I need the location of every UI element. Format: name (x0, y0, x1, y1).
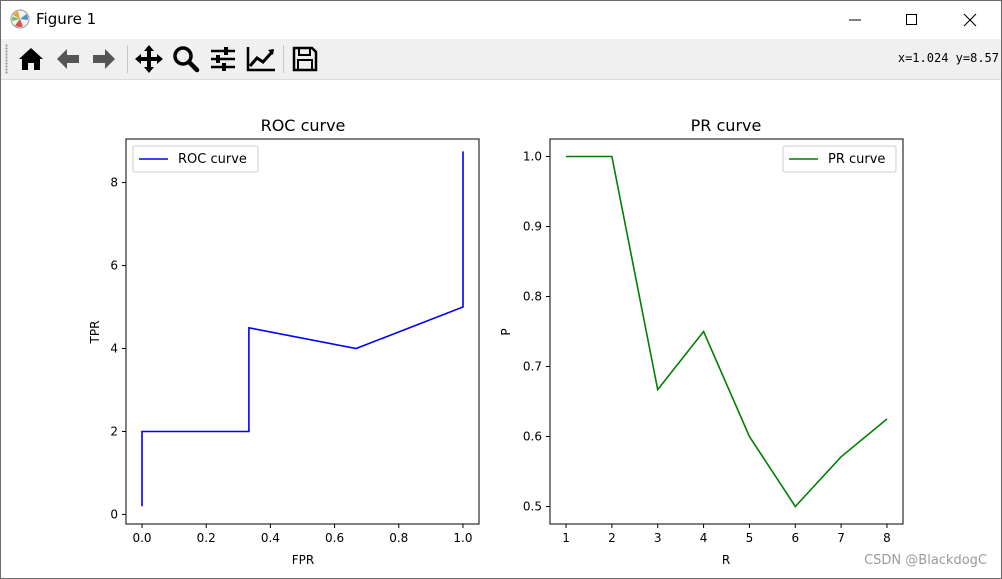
roc-xtick-label: 0.4 (261, 531, 280, 545)
navigation-toolbar: x=1.024 y=8.57 (1, 39, 1001, 80)
roc-series-line (141, 151, 464, 507)
save-floppy-icon (292, 46, 318, 72)
pr-ytick-label: 0.6 (523, 430, 542, 444)
pr-series-line (566, 155, 888, 508)
roc-legend-label: ROC curve (178, 152, 247, 167)
pr-xtick-label: 7 (837, 531, 845, 545)
roc-ytick-label: 8 (110, 176, 118, 190)
home-button[interactable] (15, 43, 47, 75)
maximize-button[interactable] (889, 1, 935, 39)
zoom-button[interactable] (170, 43, 202, 75)
toolbar-grip[interactable] (5, 44, 8, 74)
subplots-sliders-icon (211, 47, 235, 71)
roc-ytick-label: 0 (110, 507, 118, 521)
figure-canvas[interactable]: ROC curve 0.0 0.2 0.4 0.6 0.8 1.0 0 2 4 6 8 FPR TP… (1, 80, 1001, 578)
matplotlib-logo-icon (10, 9, 30, 29)
close-button[interactable] (947, 1, 993, 39)
pr-xtick-label: 4 (700, 531, 708, 545)
roc-legend: ROC curve (132, 145, 259, 173)
close-icon (963, 13, 977, 27)
roc-ylabel: TPR (88, 321, 102, 345)
pr-axes-frame (549, 138, 904, 525)
roc-ytick-label: 6 (110, 259, 118, 273)
roc-xtick-label: 1.0 (453, 531, 472, 545)
toolbar-separator (127, 45, 128, 73)
forward-button[interactable] (88, 43, 120, 75)
pr-xlabel: R (722, 553, 730, 567)
title-bar[interactable]: Figure 1 (1, 1, 1001, 39)
roc-xtick-label: 0.6 (325, 531, 344, 545)
minimize-icon (849, 19, 861, 21)
roc-xlabel: FPR (292, 553, 314, 567)
forward-arrow-icon (93, 49, 115, 69)
pr-ytick-label: 0.9 (523, 220, 542, 234)
figure-plots[interactable]: ROC curve 0.0 0.2 0.4 0.6 0.8 1.0 0 2 4 6 8 FPR TP… (1, 80, 1001, 578)
watermark: CSDN @BlackdogC (864, 553, 987, 568)
pr-ytick-label: 0.5 (523, 500, 542, 514)
pr-ylabel: P (499, 328, 513, 335)
pr-ytick-label: 0.7 (523, 360, 542, 374)
zoom-magnifier-icon (173, 46, 200, 73)
roc-xtick-label: 0.8 (389, 531, 408, 545)
pr-legend: PR curve (782, 145, 897, 173)
roc-ytick-label: 4 (110, 342, 118, 356)
pr-legend-box (782, 145, 897, 173)
pr-xtick-label: 8 (883, 531, 891, 545)
pan-button[interactable] (133, 43, 165, 75)
roc-legend-box (132, 145, 259, 173)
home-icon (19, 48, 43, 70)
edit-axes-button[interactable] (245, 43, 277, 75)
pr-xtick-label: 3 (654, 531, 662, 545)
pr-ytick-label: 1.0 (523, 150, 542, 164)
pr-xtick-label: 5 (746, 531, 754, 545)
minimize-button[interactable] (832, 1, 878, 39)
pr-legend-label: PR curve (828, 152, 885, 167)
pr-xtick-label: 1 (562, 531, 570, 545)
roc-subplot[interactable]: ROC curve 0.0 0.2 0.4 0.6 0.8 1.0 0 2 4 6 8 FPR TP… (88, 116, 480, 567)
back-arrow-icon (57, 49, 79, 69)
roc-ytick-label: 2 (110, 424, 118, 438)
pr-xtick-label: 2 (608, 531, 616, 545)
save-button[interactable] (289, 43, 321, 75)
pr-xtick-label: 6 (791, 531, 799, 545)
configure-subplots-button[interactable] (207, 43, 239, 75)
cursor-coordinates: x=1.024 y=8.57 (897, 51, 999, 65)
roc-title: ROC curve (261, 116, 346, 135)
pr-ytick-label: 0.8 (523, 290, 542, 304)
roc-xtick-label: 0.0 (132, 531, 151, 545)
pan-move-icon (135, 45, 163, 73)
window-title: Figure 1 (36, 10, 97, 28)
toolbar-separator (283, 45, 284, 73)
back-button[interactable] (52, 43, 84, 75)
pr-subplot[interactable]: PR curve 1 2 3 4 5 6 7 80.50.60.70.80.91.0 R P … (499, 116, 904, 567)
maximize-icon (906, 14, 917, 25)
roc-axes-frame (125, 138, 480, 525)
pr-title: PR curve (691, 116, 762, 135)
edit-axes-chart-icon (246, 47, 275, 72)
roc-xtick-label: 0.2 (197, 531, 216, 545)
